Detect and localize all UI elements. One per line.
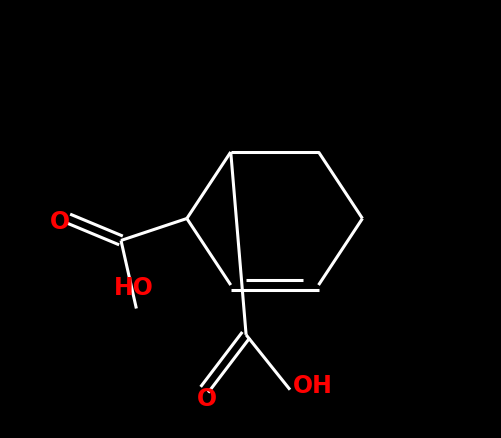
Text: HO: HO — [114, 276, 154, 300]
Text: O: O — [196, 387, 216, 410]
Text: OH: OH — [293, 374, 333, 397]
Text: O: O — [51, 209, 71, 233]
